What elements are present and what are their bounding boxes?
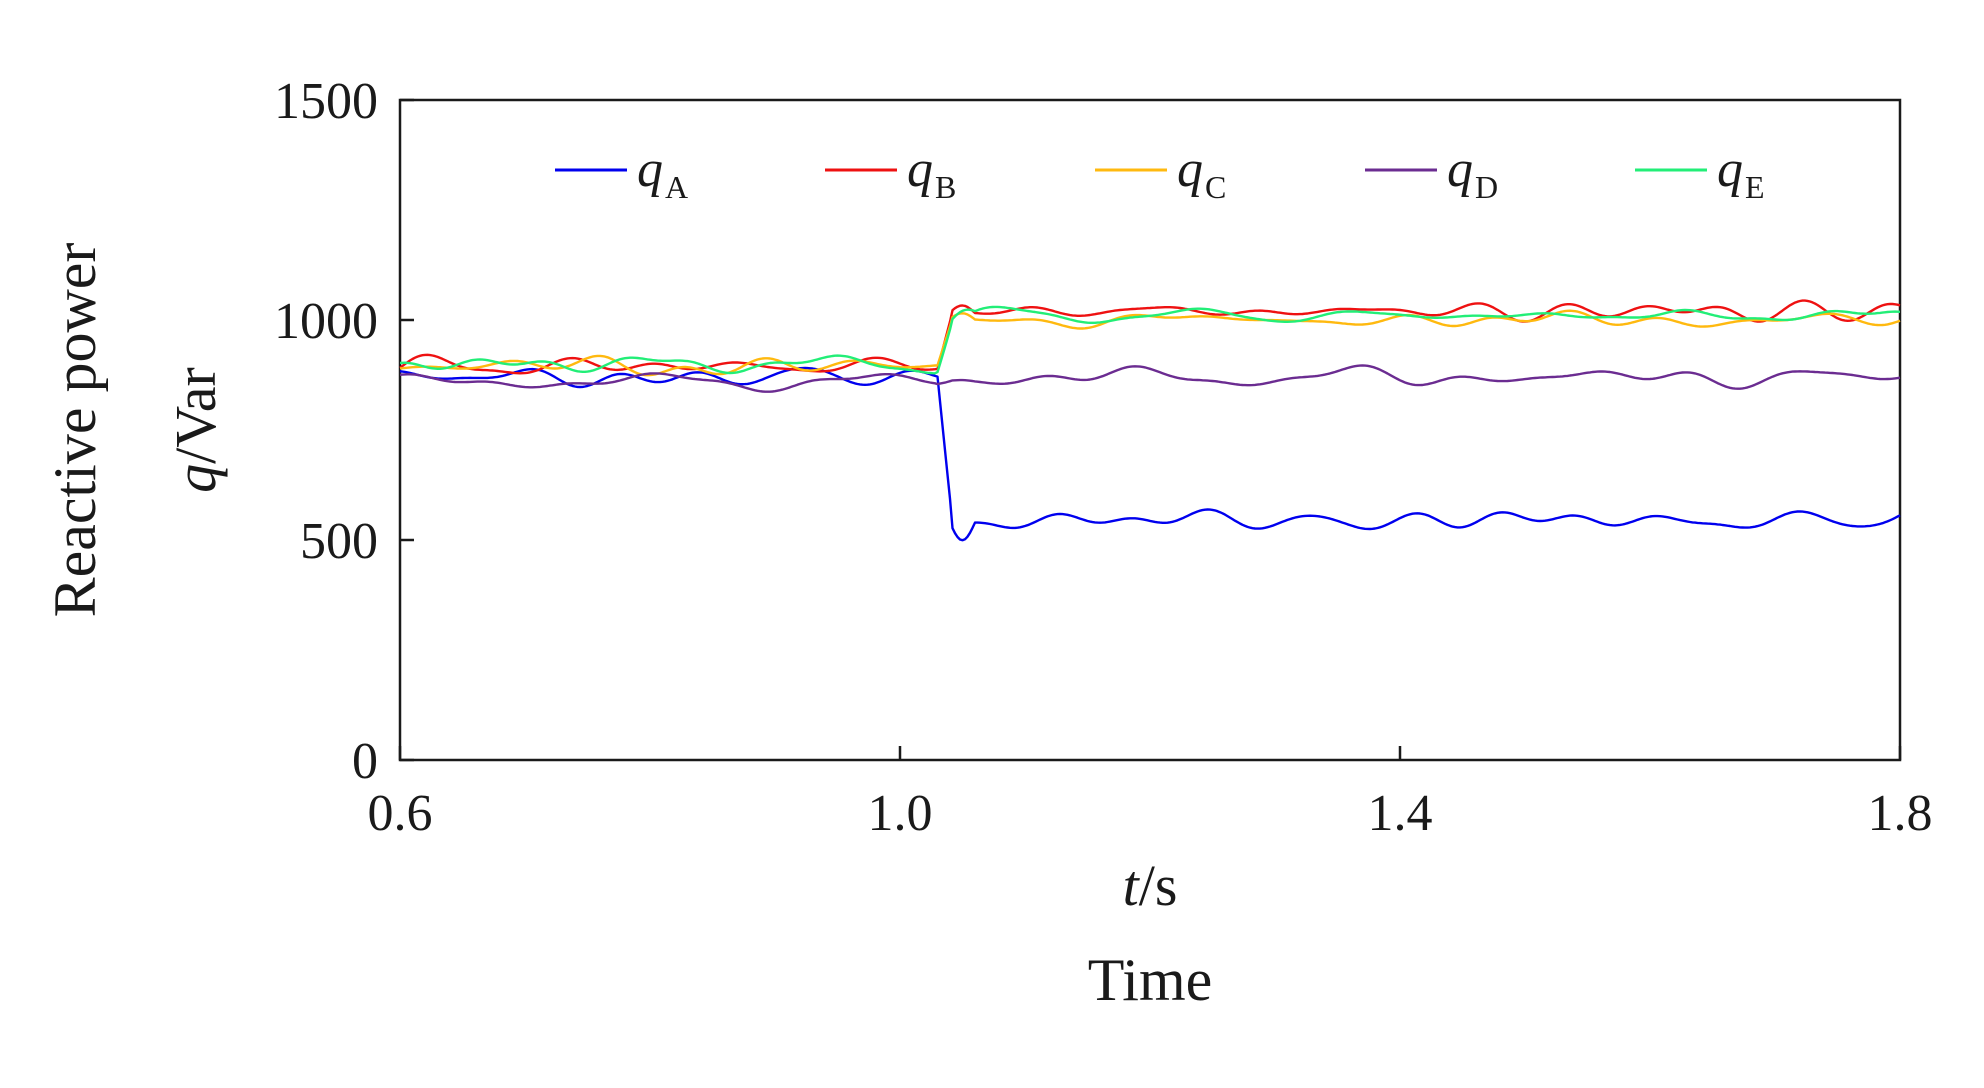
y-axis-var: q bbox=[163, 464, 228, 493]
y-axis-label: q/Var bbox=[163, 367, 228, 493]
y-axis-name: Reactive power bbox=[42, 243, 108, 618]
x-tick-label: 1.8 bbox=[1868, 785, 1933, 842]
series-line-q-d bbox=[399, 364, 1901, 393]
y-tick-label: 1500 bbox=[274, 73, 378, 130]
x-tick-label: 1.0 bbox=[868, 785, 933, 842]
legend-label-q-a: qA bbox=[637, 141, 688, 205]
y-tick-label: 500 bbox=[300, 513, 378, 570]
y-tick-label: 1000 bbox=[274, 293, 378, 350]
series-line-q-a bbox=[399, 366, 1901, 542]
x-tick-label: 1.4 bbox=[1368, 785, 1433, 842]
legend-label-q-e: qE bbox=[1717, 141, 1765, 205]
x-axis-var: t bbox=[1123, 853, 1141, 918]
legend-label-q-b: qB bbox=[907, 141, 956, 205]
y-tick-label: 0 bbox=[352, 733, 378, 790]
series-line-q-c bbox=[399, 309, 1901, 377]
y-axis-unit: /Var bbox=[163, 367, 228, 464]
legend-label-q-d: qD bbox=[1447, 141, 1498, 205]
x-axis-name: Time bbox=[1088, 947, 1213, 1013]
x-tick-label: 0.6 bbox=[368, 785, 433, 842]
legend-label-q-c: qC bbox=[1177, 141, 1226, 205]
legend: qA qB qC qD qE bbox=[555, 141, 1765, 205]
y-axis-ticks: 0 500 1000 1500 bbox=[274, 73, 414, 790]
x-axis-unit: /s bbox=[1139, 853, 1178, 918]
plot-frame bbox=[398, 98, 1902, 762]
series-layer bbox=[399, 299, 1901, 542]
series-line-q-b bbox=[399, 299, 1901, 375]
x-axis-ticks: 0.6 1.0 1.4 1.8 bbox=[368, 746, 1933, 842]
series-line-q-e bbox=[399, 305, 1901, 375]
x-axis-label: t/s bbox=[1123, 853, 1178, 918]
